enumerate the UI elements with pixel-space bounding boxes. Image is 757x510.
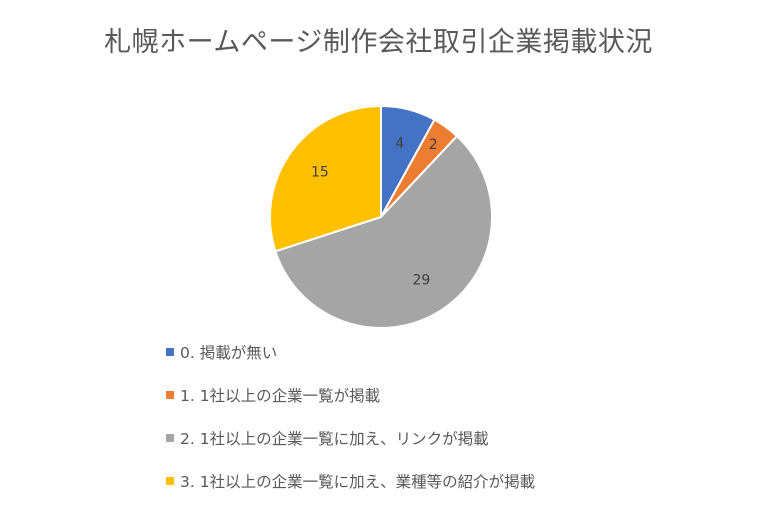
legend-item-2: 2. 1社以上の企業一覧に加え、リンクが掲載 bbox=[166, 416, 535, 459]
pie-slice-2 bbox=[274, 134, 493, 329]
legend-label-2: 2. 1社以上の企業一覧に加え、リンクが掲載 bbox=[180, 429, 489, 448]
data-label-1: 2 bbox=[429, 137, 438, 153]
legend-label-3: 3. 1社以上の企業一覧に加え、業種等の紹介が掲載 bbox=[180, 472, 536, 491]
data-label-2: 29 bbox=[413, 273, 431, 289]
legend-label-0: 0. 掲載が無い bbox=[180, 343, 278, 362]
legend-swatch-1 bbox=[166, 390, 174, 399]
legend-swatch-2 bbox=[166, 433, 174, 442]
legend: 0. 掲載が無い 1. 1社以上の企業一覧が掲載 2. 1社以上の企業一覧に加え、リ… bbox=[166, 330, 535, 502]
data-label-0: 4 bbox=[395, 136, 404, 152]
legend-item-3: 3. 1社以上の企業一覧に加え、業種等の紹介が掲載 bbox=[166, 459, 535, 502]
legend-item-0: 0. 掲載が無い bbox=[166, 330, 535, 373]
chart-title: 札幌ホームページ制作会社取引企業掲載状況 bbox=[104, 27, 653, 58]
legend-swatch-3 bbox=[166, 476, 174, 485]
legend-swatch-0 bbox=[166, 347, 174, 356]
data-label-3: 15 bbox=[311, 165, 329, 181]
legend-item-1: 1. 1社以上の企業一覧が掲載 bbox=[166, 373, 535, 416]
legend-label-1: 1. 1社以上の企業一覧が掲載 bbox=[180, 386, 381, 405]
pie-slice-3 bbox=[269, 104, 382, 253]
